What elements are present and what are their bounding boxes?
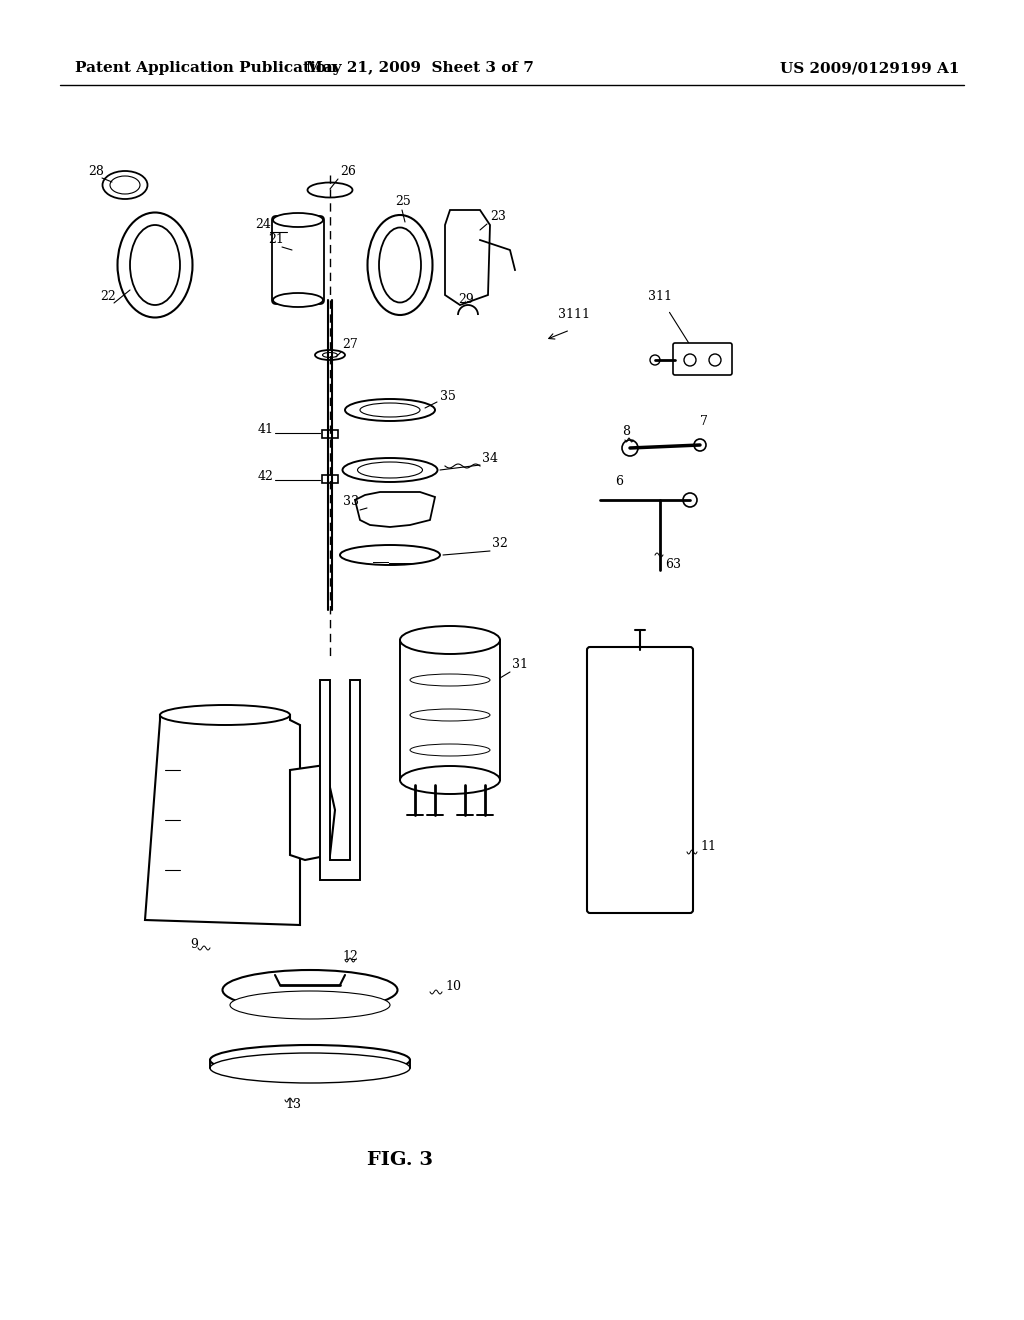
Ellipse shape [379,227,421,302]
FancyBboxPatch shape [322,430,338,438]
Circle shape [709,354,721,366]
Polygon shape [445,210,490,305]
Text: 7: 7 [700,414,708,428]
Text: 31: 31 [512,657,528,671]
Text: Patent Application Publication: Patent Application Publication [75,61,337,75]
Text: 13: 13 [285,1098,301,1111]
FancyBboxPatch shape [272,216,324,304]
FancyBboxPatch shape [322,475,338,483]
Text: 29: 29 [458,293,474,306]
Polygon shape [355,492,435,527]
Text: 33: 33 [343,495,359,508]
Ellipse shape [360,403,420,417]
Circle shape [694,440,706,451]
Text: May 21, 2009  Sheet 3 of 7: May 21, 2009 Sheet 3 of 7 [306,61,534,75]
Ellipse shape [323,352,338,358]
Ellipse shape [345,399,435,421]
Ellipse shape [400,766,500,795]
Text: 21: 21 [268,234,284,246]
Text: 24: 24 [255,218,271,231]
Ellipse shape [410,675,490,686]
Text: 35: 35 [440,389,456,403]
Text: 34: 34 [482,451,498,465]
Ellipse shape [110,176,140,194]
Circle shape [622,440,638,455]
Ellipse shape [102,172,147,199]
Ellipse shape [410,744,490,756]
Circle shape [683,492,697,507]
Text: 9: 9 [190,939,198,950]
Ellipse shape [307,182,352,198]
Ellipse shape [410,709,490,721]
Ellipse shape [357,462,423,478]
Text: 26: 26 [340,165,356,178]
FancyBboxPatch shape [587,647,693,913]
Circle shape [650,355,660,366]
Text: 11: 11 [700,840,716,853]
Text: 42: 42 [258,470,273,483]
Polygon shape [145,715,300,925]
Text: 32: 32 [492,537,508,550]
Text: FIG. 3: FIG. 3 [367,1151,433,1170]
Ellipse shape [400,626,500,653]
Polygon shape [319,680,360,880]
Ellipse shape [118,213,193,318]
Text: 25: 25 [395,195,411,209]
Ellipse shape [342,458,437,482]
Ellipse shape [222,970,397,1010]
Ellipse shape [230,991,390,1019]
Ellipse shape [340,545,440,565]
Text: 28: 28 [88,165,103,178]
Ellipse shape [273,213,323,227]
Ellipse shape [210,1045,410,1074]
Ellipse shape [130,224,180,305]
Text: 27: 27 [342,338,357,351]
Text: 23: 23 [490,210,506,223]
Ellipse shape [315,350,345,360]
Text: 63: 63 [665,558,681,572]
FancyBboxPatch shape [673,343,732,375]
Polygon shape [290,766,335,861]
Text: 311: 311 [648,290,672,304]
Ellipse shape [368,215,432,315]
Text: 6: 6 [615,475,623,488]
Text: 41: 41 [258,422,274,436]
Text: 8: 8 [622,425,630,438]
Ellipse shape [210,1053,410,1082]
Text: 22: 22 [100,290,116,304]
Circle shape [684,354,696,366]
Text: US 2009/0129199 A1: US 2009/0129199 A1 [780,61,959,75]
Ellipse shape [273,293,323,308]
Text: 10: 10 [445,979,461,993]
Text: 3111: 3111 [558,308,590,321]
Ellipse shape [160,705,290,725]
Text: 12: 12 [342,950,357,964]
